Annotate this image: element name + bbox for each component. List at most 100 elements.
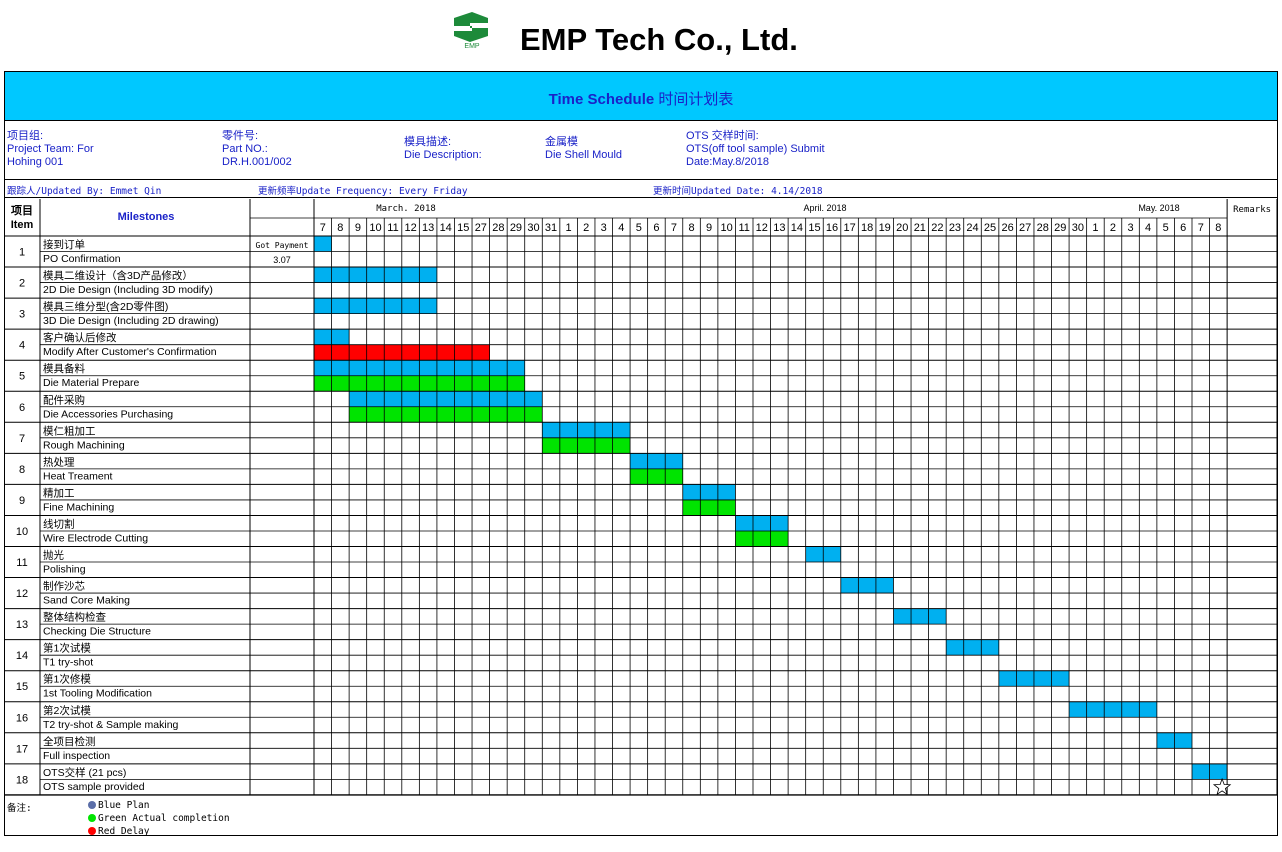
- item-number: 5: [19, 371, 25, 383]
- actual-bar: [349, 375, 367, 392]
- plan-bar: [384, 360, 402, 376]
- updated-by: 跟踪人/Updated By: Emmet Qin: [7, 186, 162, 197]
- day-label: 29: [1054, 222, 1066, 234]
- plan-bar: [384, 391, 402, 407]
- milestone-zh: 线切割: [43, 517, 75, 530]
- plan-bar: [331, 329, 350, 345]
- delay-bar: [454, 344, 473, 361]
- day-label: 4: [1145, 222, 1151, 234]
- milestone-zh: 全项目检测: [43, 735, 96, 748]
- plan-bar: [911, 608, 929, 625]
- plan-bar: [366, 360, 385, 376]
- plan-bar: [805, 546, 824, 563]
- day-label: 27: [1019, 222, 1031, 234]
- item-number: 18: [16, 774, 28, 786]
- day-label: 21: [914, 222, 926, 234]
- plan-bar: [630, 453, 648, 469]
- milestone-en: 3D Die Design (Including 2D drawing): [43, 315, 219, 327]
- day-label: 1: [566, 222, 572, 234]
- plan-bar: [366, 267, 385, 283]
- milestone-en: Wire Electrode Cutting: [43, 532, 148, 544]
- day-label: 22: [931, 222, 943, 234]
- actual-bar: [630, 468, 648, 485]
- actual-bar: [665, 468, 683, 485]
- milestone-zh: 整体结构检查: [43, 611, 106, 624]
- plan-bar: [349, 298, 367, 314]
- day-label: 11: [739, 222, 750, 234]
- milestone-en: Sand Core Making: [43, 595, 130, 607]
- item-number: 13: [16, 619, 28, 631]
- delay-bar: [314, 344, 332, 361]
- ots-info: OTS 交样时间: OTS(off tool sample) Submit Da…: [686, 130, 825, 168]
- milestone-en: T1 try-shot: [43, 657, 93, 669]
- plan-bar: [1139, 701, 1157, 718]
- actual-bar: [717, 499, 736, 516]
- plan-bar: [875, 577, 894, 594]
- plan-bar: [1174, 732, 1192, 749]
- green-dot-icon: [88, 814, 96, 822]
- actual-bar: [331, 375, 350, 392]
- plan-bar: [981, 639, 999, 656]
- item-number: 12: [16, 588, 28, 600]
- plan-bar: [1086, 701, 1105, 718]
- plan-bar: [594, 422, 613, 438]
- plan-bar: [770, 515, 789, 531]
- plan-bar: [349, 391, 367, 407]
- day-label: 31: [545, 222, 557, 234]
- day-label: 10: [721, 222, 733, 234]
- milestone-zh: 配件采购: [43, 393, 85, 406]
- die-description-label: 模具描述: Die Description:: [404, 136, 482, 161]
- plan-bar: [314, 267, 332, 283]
- item-number: 15: [16, 681, 28, 693]
- plan-bar: [963, 639, 982, 656]
- actual-bar: [454, 375, 473, 392]
- legend-blue: Blue Plan: [88, 800, 149, 811]
- delay-bar: [349, 344, 367, 361]
- day-label: 30: [527, 222, 539, 234]
- plan-bar: [840, 577, 859, 594]
- milestone-zh: 第2次试模: [43, 704, 91, 717]
- update-frequency: 更新频率Update Frequency: Every Friday: [258, 186, 468, 197]
- actual-bar: [612, 437, 631, 454]
- item-number: 17: [16, 743, 28, 755]
- day-label: 15: [808, 222, 820, 234]
- plan-bar: [700, 484, 718, 500]
- day-label: 2: [583, 222, 589, 234]
- plan-bar: [559, 422, 578, 438]
- day-label: 5: [1163, 222, 1169, 234]
- legend-red: Red Delay: [88, 826, 149, 837]
- day-label: 15: [457, 222, 469, 234]
- day-label: 8: [688, 222, 694, 234]
- plan-bar: [436, 391, 455, 407]
- day-label: 6: [1180, 222, 1186, 234]
- plan-bar: [717, 484, 736, 500]
- die-description-value: 金属模 Die Shell Mould: [545, 136, 623, 161]
- plan-bar: [1104, 701, 1122, 718]
- day-label: 25: [984, 222, 996, 234]
- milestone-en: Fine Machining: [43, 501, 114, 513]
- day-label: 7: [671, 222, 677, 234]
- delay-bar: [331, 344, 350, 361]
- milestone-en: PO Confirmation: [43, 253, 121, 265]
- day-label: 16: [826, 222, 838, 234]
- milestone-zh: 模具二维设计（含3D产品修改）: [43, 269, 193, 282]
- plan-bar: [1051, 670, 1070, 687]
- actual-bar: [735, 530, 753, 547]
- plan-bar: [1209, 763, 1228, 780]
- payment-value: 3.07: [273, 255, 291, 265]
- actual-bar: [753, 530, 771, 547]
- milestone-zh: 模具三维分型(含2D零件图): [43, 300, 168, 313]
- plan-bar: [1069, 701, 1087, 718]
- item-header-zh: 项目: [11, 204, 33, 217]
- day-label: 8: [337, 222, 343, 234]
- plan-bar: [366, 298, 385, 314]
- item-header: Item: [11, 219, 34, 231]
- plan-bar: [401, 298, 420, 314]
- actual-bar: [401, 375, 420, 392]
- day-label: 7: [320, 222, 326, 234]
- plan-bar: [507, 360, 525, 376]
- part-no-info: 零件号: Part NO.: DR.H.001/002: [222, 130, 292, 168]
- legend-green: Green Actual completion: [88, 813, 230, 824]
- plan-bar: [753, 515, 771, 531]
- plan-bar: [1033, 670, 1052, 687]
